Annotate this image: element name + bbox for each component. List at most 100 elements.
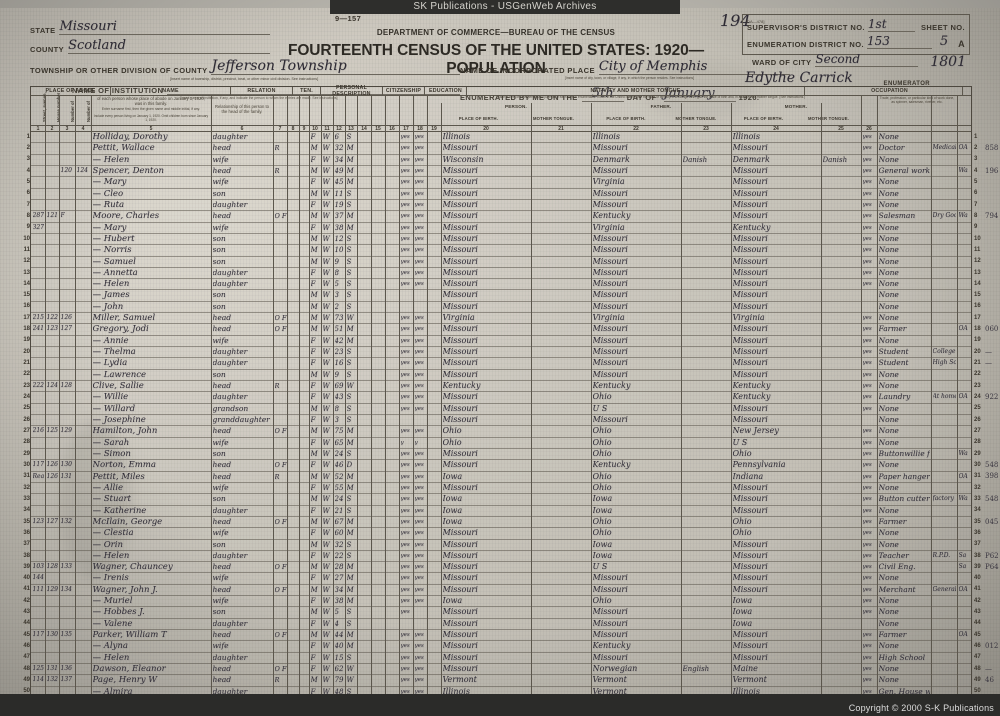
cell-name: Wagner, Chauncey: [92, 562, 173, 573]
row-divider: [31, 187, 971, 189]
cell-name: — Clestia: [92, 528, 134, 539]
column-divider: [821, 103, 822, 697]
cell-age: 44: [334, 631, 344, 640]
header-mid-block: Name of incorporated place City of Memph…: [460, 60, 790, 106]
cell-marital-status: S: [346, 200, 352, 209]
cell-can-read: yes: [400, 281, 410, 288]
cell-relation: daughter: [212, 347, 248, 357]
row-number-right: 44: [974, 620, 981, 627]
cell-industry: At home: [932, 393, 956, 401]
row-number-right: 10: [974, 235, 981, 242]
cell-father-birthplace: Ohio: [592, 471, 612, 481]
cell-house-number: 124: [46, 382, 58, 390]
cell-name: — Norris: [92, 245, 132, 256]
cell-sex: M: [310, 676, 318, 685]
cell-occupation: None: [878, 426, 899, 436]
cell-birthplace: Missouri: [442, 143, 478, 153]
cell-race: W: [322, 585, 330, 594]
nativity-field-header: Mother tongue.: [532, 116, 575, 121]
column-divider: [59, 95, 60, 697]
cell-can-read: yes: [400, 609, 410, 616]
column-number: 6: [240, 125, 244, 132]
cell-street: 327: [32, 223, 44, 231]
cell-marital-status: M: [346, 336, 354, 345]
cell-race: W: [322, 642, 330, 651]
cell-father-birthplace: Ohio: [592, 596, 612, 606]
cell-can-write: yes: [414, 496, 424, 503]
row-number-right: 15: [974, 292, 981, 299]
row-number-left: 16: [23, 303, 30, 310]
cell-can-write: yes: [414, 677, 424, 684]
column-divider: [357, 95, 358, 697]
cell-name: — Almira: [92, 686, 133, 697]
cell-occupation: None: [878, 539, 899, 549]
cell-dwelling-number: 130: [60, 461, 72, 469]
cell-marital-status: M: [346, 427, 354, 436]
cell-birthplace: Missouri: [442, 335, 478, 345]
cell-name: McIlain, George: [92, 516, 163, 527]
cell-father-birthplace: U S: [592, 403, 608, 413]
cell-sex: F: [310, 574, 316, 583]
row-number-right: 28: [974, 439, 981, 446]
cell-father-birthplace: Virginia: [592, 177, 625, 187]
cell-race: W: [322, 563, 330, 572]
cell-sex: F: [310, 280, 316, 289]
row-divider: [31, 527, 971, 529]
cell-tenure: O F: [274, 517, 287, 526]
cell-can-write: yes: [414, 371, 424, 378]
cell-name: Parker, William T: [92, 630, 167, 641]
column-divider: [877, 95, 878, 697]
cell-mother-birthplace: Missouri: [732, 211, 768, 221]
row-code: P64: [985, 562, 999, 571]
cell-father-birthplace: Kentucky: [592, 641, 631, 651]
cell-can-read: yes: [400, 518, 410, 525]
cell-mother-birthplace: New Jersey: [732, 426, 779, 436]
cell-mother-birthplace: Pennsylvania: [732, 460, 786, 470]
cell-father-birthplace: Missouri: [592, 188, 628, 198]
cell-house-number: 129: [46, 585, 58, 593]
cell-mother-birthplace: Ohio: [732, 516, 752, 526]
column-number: 26: [866, 125, 872, 132]
cell-birthplace: Ohio: [442, 426, 462, 436]
cell-relation: wife: [212, 154, 229, 164]
cell-sex: F: [310, 461, 316, 470]
cell-can-write: yes: [414, 450, 424, 457]
cell-age: 42: [334, 336, 344, 345]
row-number-right: 30: [974, 461, 981, 468]
cell-race: W: [322, 608, 330, 617]
cell-age: 5: [334, 280, 339, 289]
cell-relation: daughter: [212, 267, 248, 277]
cell-sex: M: [310, 370, 318, 379]
cell-occupation: None: [878, 245, 899, 255]
cell-name: — Annie: [92, 335, 129, 346]
cell-sex: F: [310, 597, 316, 606]
township-note: [Insert name of township, district, prec…: [170, 77, 319, 81]
cell-birthplace: Missouri: [442, 403, 478, 413]
cell-father-birthplace: Norwegian: [592, 664, 638, 674]
row-divider: [31, 561, 971, 563]
cell-marital-status: S: [346, 540, 352, 549]
cell-father-birthplace: Iowa: [592, 505, 613, 515]
cell-house-number: 132: [46, 676, 58, 684]
cell-mother-birthplace: Missouri: [732, 335, 768, 345]
column-number: 2: [50, 125, 54, 132]
cell-birthplace: Missouri: [442, 267, 478, 277]
column-group-header: Ten.: [293, 87, 321, 95]
cell-age: 75: [334, 427, 344, 436]
cell-marital-status: M: [346, 325, 354, 334]
column-divider: [321, 95, 322, 697]
cell-age: 79: [334, 676, 344, 685]
cell-birthplace: Missouri: [442, 369, 478, 379]
cell-name: — Helen: [92, 652, 130, 663]
cell-father-birthplace: Missouri: [592, 652, 628, 662]
cell-class-of-worker: Wa: [958, 166, 968, 174]
cell-birthplace: Missouri: [442, 301, 478, 311]
row-number-left: 38: [23, 552, 30, 559]
column-divider: [385, 95, 386, 697]
cell-mother-birthplace: Missouri: [732, 177, 768, 187]
cell-sex: F: [310, 551, 316, 560]
cell-sex: M: [310, 517, 318, 526]
cell-marital-status: S: [346, 506, 352, 515]
cell-can-write: yes: [414, 179, 424, 186]
cell-sex: M: [310, 314, 318, 323]
